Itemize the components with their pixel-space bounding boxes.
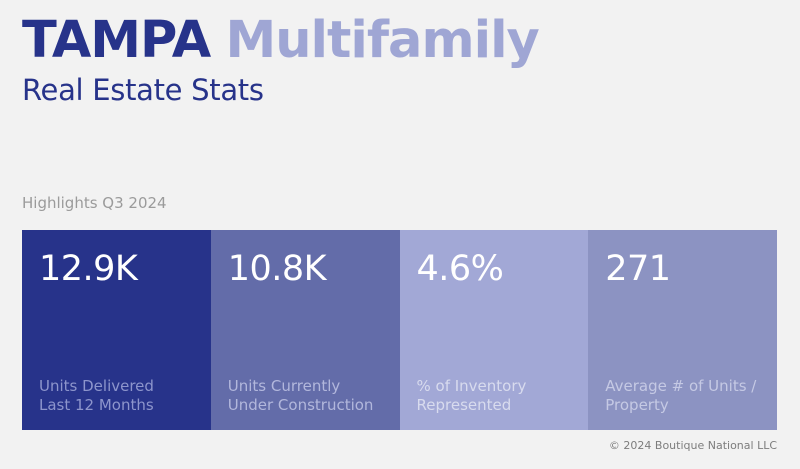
stat-value: 271 [605,249,671,289]
stat-label: Units Currently Under Construction [227,377,374,414]
stat-card-average-units: 271 Average # of Units / Property [588,230,777,430]
stat-card-units-delivered: 12.9K Units Delivered Last 12 Months [22,230,211,430]
highlights-label: Highlights Q3 2024 [22,194,167,212]
copyright-notice: © 2024 Boutique National LLC [608,439,777,452]
stat-value: 10.8K [227,249,327,289]
stat-label: % of Inventory Represented [416,377,527,414]
page-subtitle: Real Estate Stats [22,73,264,107]
stat-card-inventory-represented: 4.6% % of Inventory Represented [399,230,589,430]
page-title: TAMPA Multifamily [22,10,540,72]
title-city: TAMPA [22,11,211,70]
stat-label: Average # of Units / Property [605,377,757,414]
title-property-type: Multifamily [225,11,539,70]
stat-label: Units Delivered Last 12 Months [39,377,154,414]
stats-row: 12.9K Units Delivered Last 12 Months 10.… [22,230,777,430]
stat-value: 4.6% [416,249,504,289]
stat-card-units-under-construction: 10.8K Units Currently Under Construction [210,230,400,430]
stat-value: 12.9K [39,249,138,289]
